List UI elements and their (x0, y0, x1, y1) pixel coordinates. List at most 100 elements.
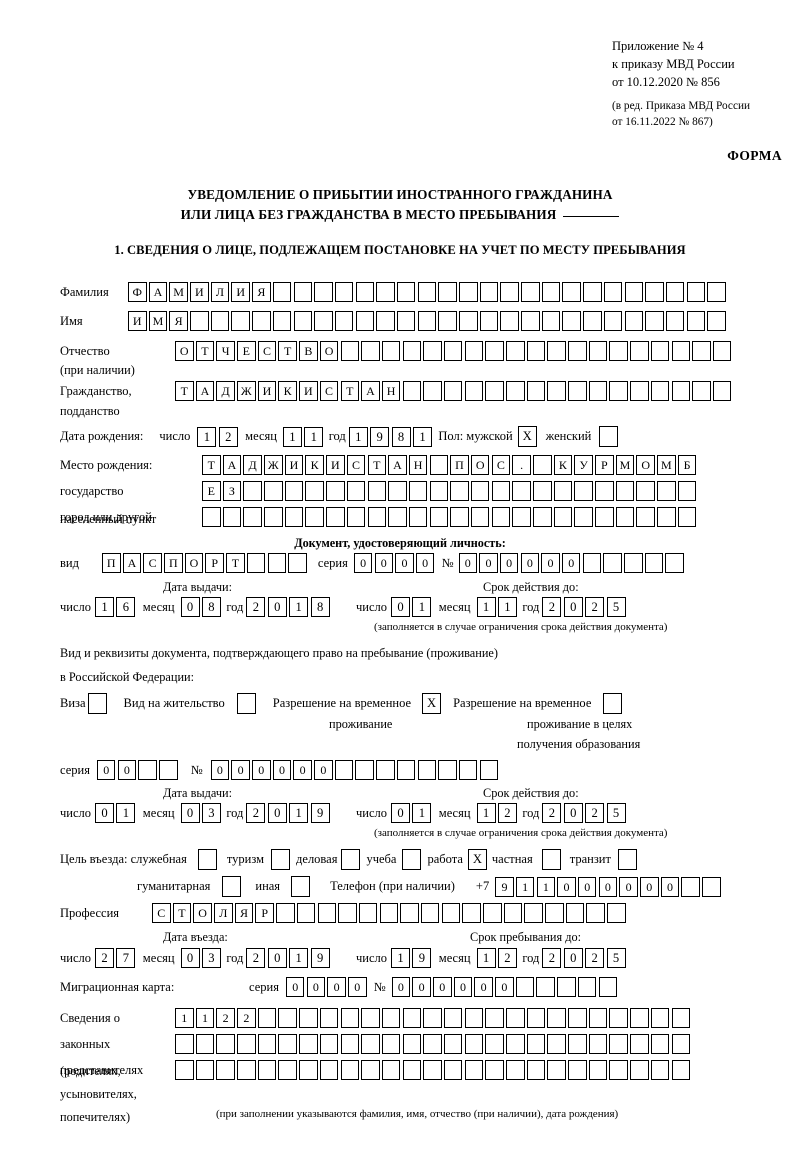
comb-cell[interactable] (278, 1034, 297, 1054)
comb-cell[interactable]: 0 (474, 977, 493, 997)
comb-cell[interactable]: 0 (660, 876, 680, 897)
comb-cell[interactable] (257, 1008, 277, 1028)
comb-cell[interactable]: 2 (542, 803, 562, 823)
comb-cell[interactable]: 9 (370, 426, 390, 447)
comb-cell[interactable]: А (361, 381, 380, 401)
comb-cell[interactable] (334, 282, 354, 302)
comb-cell[interactable] (595, 481, 614, 501)
comb-cell[interactable] (402, 1060, 422, 1080)
comb-cell[interactable] (644, 553, 664, 573)
comb-cell[interactable] (568, 1008, 587, 1028)
comb-cell[interactable] (470, 507, 490, 527)
comb-cell[interactable] (299, 1008, 318, 1028)
comb-cell[interactable]: О (319, 341, 339, 361)
comb-cell[interactable]: 2 (542, 597, 562, 617)
comb-cell[interactable] (624, 282, 643, 302)
comb-cell[interactable] (547, 381, 566, 401)
comb-cell[interactable] (381, 341, 401, 361)
comb-cell[interactable]: З (222, 481, 242, 501)
comb-cell[interactable] (562, 311, 581, 331)
comb-cell[interactable] (381, 1060, 401, 1080)
comb-cell[interactable] (506, 1060, 525, 1080)
sex-female-checkbox[interactable] (599, 426, 619, 447)
comb-cell[interactable] (420, 903, 440, 923)
comb-cell[interactable] (574, 481, 593, 501)
comb-cell[interactable] (645, 282, 664, 302)
comb-cell[interactable] (441, 903, 461, 923)
comb-cell[interactable]: 5 (606, 948, 626, 968)
comb-cell[interactable] (423, 1034, 442, 1054)
comb-cell[interactable] (588, 341, 608, 361)
comb-cell[interactable] (417, 311, 437, 331)
comb-cell[interactable] (396, 311, 416, 331)
comb-cell[interactable] (609, 381, 628, 401)
visa-checkbox[interactable] (87, 693, 107, 714)
comb-cell[interactable]: 0 (458, 553, 478, 573)
comb-cell[interactable]: 0 (231, 760, 250, 780)
comb-cell[interactable]: Я (252, 282, 271, 302)
comb-cell[interactable]: 0 (96, 760, 116, 780)
comb-cell[interactable]: Н (381, 381, 401, 401)
comb-cell[interactable]: И (231, 282, 250, 302)
comb-cell[interactable] (547, 1008, 566, 1028)
comb-cell[interactable] (547, 1034, 566, 1054)
comb-cell[interactable] (195, 1060, 215, 1080)
comb-cell[interactable] (458, 760, 478, 780)
comb-cell[interactable] (367, 507, 386, 527)
comb-cell[interactable] (586, 903, 605, 923)
comb-cell[interactable]: П (164, 553, 183, 573)
comb-cell[interactable]: О (175, 341, 194, 361)
comb-cell[interactable]: Е (202, 481, 221, 501)
comb-cell[interactable]: Ч (216, 341, 235, 361)
comb-cell[interactable]: 1 (289, 803, 309, 823)
comb-cell[interactable] (547, 341, 566, 361)
comb-cell[interactable] (299, 1034, 318, 1054)
comb-cell[interactable]: 0 (327, 977, 346, 997)
comb-cell[interactable]: 1 (195, 1008, 215, 1028)
comb-cell[interactable] (355, 282, 375, 302)
comb-cell[interactable]: Т (340, 381, 359, 401)
comb-cell[interactable]: С (143, 553, 162, 573)
comb-cell[interactable] (443, 341, 463, 361)
comb-cell[interactable]: Ж (264, 455, 283, 475)
comb-cell[interactable] (319, 1034, 339, 1054)
comb-cell[interactable]: О (636, 455, 655, 475)
comb-cell[interactable]: В (299, 341, 318, 361)
comb-cell[interactable] (346, 507, 366, 527)
comb-cell[interactable] (671, 1008, 690, 1028)
comb-cell[interactable] (361, 1034, 380, 1054)
comb-cell[interactable] (657, 481, 676, 501)
comb-cell[interactable] (462, 903, 481, 923)
comb-cell[interactable]: 0 (314, 760, 333, 780)
comb-cell[interactable]: 0 (563, 597, 583, 617)
comb-cell[interactable] (438, 282, 457, 302)
comb-cell[interactable]: 2 (246, 803, 266, 823)
comb-cell[interactable] (503, 903, 523, 923)
comb-cell[interactable] (630, 1060, 649, 1080)
comb-cell[interactable] (402, 381, 422, 401)
comb-cell[interactable]: Е (237, 341, 256, 361)
comb-cell[interactable] (334, 311, 354, 331)
comb-cell[interactable]: Я (169, 311, 188, 331)
comb-cell[interactable] (459, 311, 478, 331)
comb-cell[interactable] (583, 311, 602, 331)
comb-cell[interactable]: 1 (95, 597, 115, 617)
comb-cell[interactable]: М (615, 455, 635, 475)
comb-cell[interactable]: 2 (246, 948, 266, 968)
comb-cell[interactable] (595, 507, 614, 527)
comb-cell[interactable] (400, 903, 419, 923)
comb-cell[interactable] (288, 553, 307, 573)
comb-cell[interactable] (577, 977, 597, 997)
comb-cell[interactable] (582, 553, 602, 573)
purpose-private-checkbox[interactable] (541, 849, 561, 870)
comb-cell[interactable] (237, 1034, 256, 1054)
comb-cell[interactable] (293, 282, 312, 302)
comb-cell[interactable] (305, 481, 324, 501)
comb-cell[interactable]: А (195, 381, 215, 401)
